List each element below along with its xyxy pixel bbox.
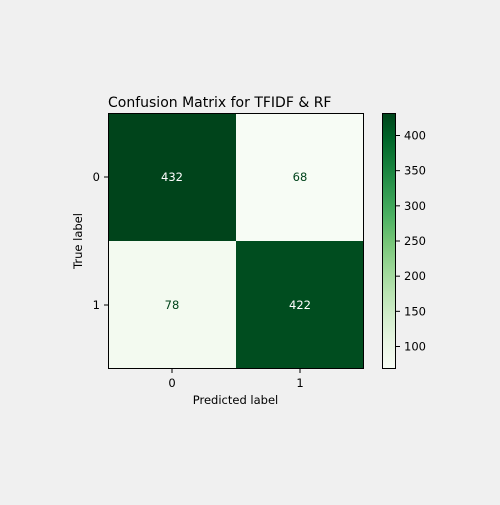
heatmap-cell-1-1 — [236, 241, 364, 369]
cell-value-label-1-0: 78 — [165, 298, 180, 312]
colorbar-tick-label-300: 300 — [404, 199, 426, 213]
x-tick-label-1: 1 — [296, 376, 303, 390]
colorbar-tick-label-350: 350 — [404, 164, 426, 178]
chart-title: Confusion Matrix for TFIDF & RF — [108, 95, 331, 111]
heatmap-cell-1-0 — [108, 241, 236, 369]
heatmap-cell-0-0 — [108, 113, 236, 241]
colorbar — [382, 113, 396, 369]
colorbar-tick-label-250: 250 — [404, 234, 426, 248]
x-tick-label-0: 0 — [168, 376, 175, 390]
plot-frame — [108, 113, 364, 369]
colorbar-tick-label-100: 100 — [404, 339, 426, 353]
cell-value-label-1-1: 422 — [289, 298, 311, 312]
cell-value-label-0-1: 68 — [293, 170, 308, 184]
x-axis-label: Predicted label — [193, 393, 278, 407]
heatmap-cell-0-1 — [236, 113, 364, 241]
y-tick-label-1: 1 — [93, 298, 100, 312]
cell-value-label-0-0: 432 — [161, 170, 183, 184]
colorbar-tick-label-400: 400 — [404, 129, 426, 143]
y-axis-label: True label — [71, 213, 85, 270]
colorbar-tick-label-150: 150 — [404, 304, 426, 318]
y-tick-label-0: 0 — [93, 170, 100, 184]
colorbar-tick-label-200: 200 — [404, 269, 426, 283]
